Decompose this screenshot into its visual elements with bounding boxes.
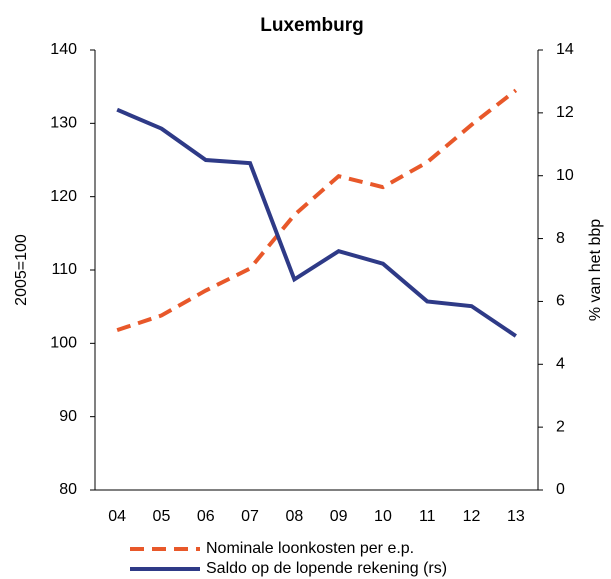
legend-label: Saldo op de lopende rekening (rs) — [206, 560, 447, 577]
y-tick-label: 110 — [51, 261, 77, 278]
y2-tick-label: 6 — [556, 293, 565, 310]
y-tick-label: 140 — [50, 41, 77, 58]
x-tick-label: 07 — [241, 508, 259, 525]
x-tick-label: 11 — [419, 508, 436, 525]
y2-axis-label: % van het bbp — [587, 219, 604, 321]
y-axis-label: 2005=100 — [13, 234, 30, 306]
legend-label: Nominale loonkosten per e.p. — [206, 540, 414, 557]
x-tick-label: 05 — [153, 508, 171, 525]
x-tick-label: 08 — [285, 508, 303, 525]
y-tick-label: 100 — [50, 335, 77, 352]
y-tick-label: 120 — [50, 188, 77, 205]
x-tick-label: 06 — [197, 508, 215, 525]
x-tick-label: 12 — [463, 508, 481, 525]
y2-tick-label: 10 — [556, 167, 574, 184]
y-tick-label: 130 — [50, 115, 77, 132]
chart-title: Luxemburg — [260, 15, 363, 36]
y-tick-label: 80 — [59, 481, 77, 498]
y2-tick-label: 4 — [556, 356, 565, 373]
x-tick-label: 04 — [108, 508, 126, 525]
y2-tick-label: 12 — [556, 104, 574, 121]
y2-tick-label: 0 — [556, 481, 565, 498]
x-tick-label: 09 — [330, 508, 348, 525]
x-tick-label: 10 — [374, 508, 392, 525]
line-series — [116, 88, 518, 333]
x-tick-label: 13 — [507, 508, 525, 525]
line-series — [116, 107, 517, 338]
y2-tick-label: 14 — [556, 41, 574, 58]
y2-tick-label: 8 — [556, 230, 565, 247]
y-tick-label: 90 — [59, 408, 77, 425]
y2-tick-label: 2 — [556, 418, 565, 435]
